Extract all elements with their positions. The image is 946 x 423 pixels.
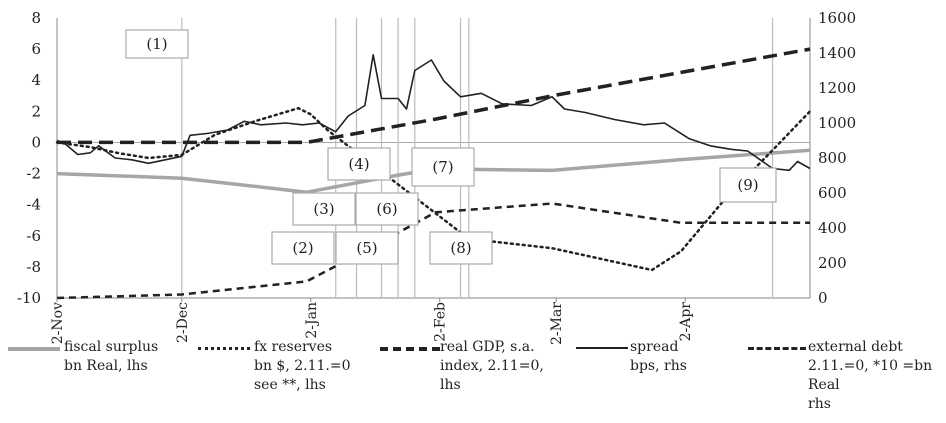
- x-tick-label: 2-Jan: [304, 302, 320, 339]
- annotation-label: (8): [450, 239, 471, 257]
- legend-swatch-dotted: [198, 347, 250, 350]
- left-tick-label: -2: [26, 165, 41, 183]
- x-tick-label: 2-Nov: [50, 302, 66, 344]
- left-tick-label: 8: [31, 9, 41, 27]
- annotation-label: (5): [356, 239, 377, 257]
- right-axis-ticks: 0 200 400 600 800 1000 1200 1400 1600: [818, 9, 856, 307]
- series-line-solid: [56, 53, 811, 172]
- annotation-label: (6): [376, 200, 397, 218]
- annotation-box: [327, 147, 391, 181]
- left-axis-ticks: -10 -8 -6 -4 -2 0 2 4 6 8: [17, 9, 41, 307]
- left-tick-label: -10: [17, 289, 41, 307]
- left-tick-label: -8: [26, 258, 41, 276]
- right-tick-label: 1600: [818, 9, 856, 27]
- legend-label: real GDP, s.a. index, 2.11=0, lhs: [440, 339, 544, 393]
- series-line-dotted: [55, 106, 812, 272]
- x-tick-label: 2-Mar: [549, 302, 565, 345]
- legend-swatch-long-dash: [380, 347, 440, 351]
- legend-label: fiscal surplus bn Real, lhs: [64, 339, 159, 374]
- annotation-label: (7): [432, 158, 453, 176]
- legend-swatch-solid: [576, 347, 628, 349]
- annotation-label: (4): [348, 155, 369, 173]
- right-tick-label: 200: [818, 254, 847, 272]
- right-tick-label: 600: [818, 184, 847, 202]
- right-tick-label: 0: [818, 289, 828, 307]
- legend-label: fx reserves bn $, 2.11.=0 see **, lhs: [254, 339, 351, 393]
- annotation-box: [429, 231, 493, 265]
- left-tick-label: 0: [31, 133, 41, 151]
- right-tick-label: 1200: [818, 79, 856, 97]
- x-tick-label: 2-Apr: [678, 302, 694, 342]
- x-axis-ticks: 2-Nov 2-Dec 2-Jan 2-Feb 2-Mar 2-Apr: [50, 298, 694, 345]
- annotation-box: [292, 192, 356, 226]
- annotation-label: (1): [146, 35, 167, 53]
- right-tick-label: 1400: [818, 44, 856, 62]
- annotation-label: (2): [292, 239, 313, 257]
- left-tick-label: 6: [31, 40, 41, 58]
- plot-frame: [56, 18, 811, 299]
- series-line-dashed-long: [57, 47, 811, 145]
- annotation-box: [125, 29, 189, 59]
- annotation-boxes: (1) (2) (3) (4) (5) (6) (7) (8) (9): [125, 29, 777, 265]
- legend-label: external debt 2.11.=0, *10 =bn Real rhs: [808, 339, 933, 412]
- annotation-label: (3): [313, 200, 334, 218]
- annotation-label: (9): [737, 176, 758, 194]
- annotation-box: [355, 192, 419, 226]
- x-tick-label: 2-Feb: [433, 302, 449, 342]
- left-tick-label: 2: [31, 102, 41, 120]
- right-tick-label: 400: [818, 219, 847, 237]
- left-tick-label: -4: [26, 196, 41, 214]
- left-tick-label: -6: [26, 227, 41, 245]
- x-tick-label: 2-Dec: [175, 302, 191, 343]
- legend-swatch-dashed: [748, 347, 806, 350]
- annotation-box: [719, 167, 777, 203]
- legend-swatch-solid-gray: [8, 347, 60, 351]
- annotation-box: [411, 147, 475, 187]
- annotation-box: [335, 231, 399, 265]
- left-tick-label: 4: [31, 71, 41, 89]
- series-line-dashed: [56, 202, 810, 300]
- right-tick-label: 1000: [818, 114, 856, 132]
- right-tick-label: 800: [818, 149, 847, 167]
- annotation-box: [271, 231, 335, 265]
- legend-label: spread bps, rhs: [630, 339, 687, 374]
